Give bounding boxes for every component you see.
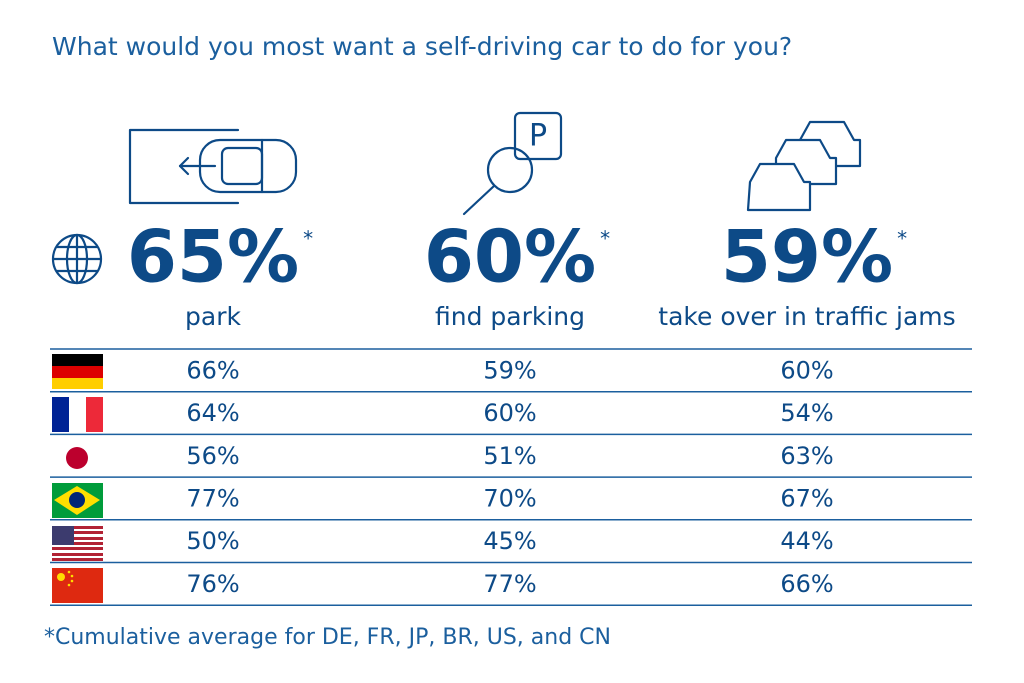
cell: 76% — [186, 570, 239, 598]
flag-cn — [52, 568, 103, 603]
cell: 66% — [780, 570, 833, 598]
cell: 70% — [483, 484, 536, 512]
cell: 64% — [186, 399, 239, 427]
find-parking-icon: P — [462, 111, 563, 216]
title: What would you most want a self-driving … — [52, 32, 792, 61]
asterisk: * — [600, 227, 610, 251]
cell: 67% — [780, 484, 833, 512]
cell: 60% — [483, 399, 536, 427]
column-label: find parking — [435, 302, 585, 331]
column-label: take over in traffic jams — [658, 302, 955, 331]
cell: 51% — [483, 442, 536, 470]
traffic-icon — [746, 120, 862, 212]
asterisk: * — [303, 227, 313, 251]
cell: 54% — [780, 399, 833, 427]
cell: 66% — [186, 356, 239, 384]
cell: 77% — [483, 570, 536, 598]
headline: 65% — [127, 215, 299, 299]
flag-br — [52, 483, 103, 518]
flag-jp — [66, 447, 88, 469]
cell: 44% — [780, 527, 833, 555]
flag-fr — [52, 397, 103, 432]
flag-us — [52, 526, 103, 561]
svg-text:P: P — [529, 119, 547, 154]
flags — [52, 354, 103, 603]
cell: 63% — [780, 442, 833, 470]
park-icon — [128, 128, 298, 205]
footnote: *Cumulative average for DE, FR, JP, BR, … — [44, 625, 611, 650]
flag-de — [52, 354, 103, 389]
cell: 50% — [186, 527, 239, 555]
headline: 59% — [721, 215, 893, 299]
cell: 56% — [186, 442, 239, 470]
globe-icon — [51, 233, 103, 285]
asterisk: * — [897, 227, 907, 251]
column-label: park — [185, 302, 241, 331]
cell: 60% — [780, 356, 833, 384]
cell: 45% — [483, 527, 536, 555]
headline: 60% — [424, 215, 596, 299]
cell: 59% — [483, 356, 536, 384]
cell: 77% — [186, 484, 239, 512]
